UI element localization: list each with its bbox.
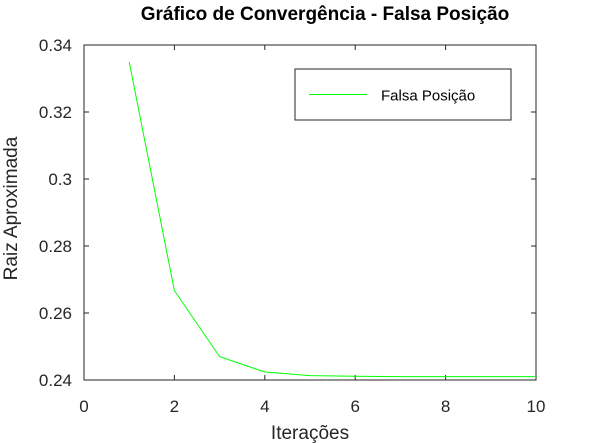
y-tick-label: 0.26 (39, 304, 72, 323)
x-tick-label: 8 (441, 397, 450, 416)
y-tick-label: 0.3 (48, 170, 72, 189)
x-axis: 0 2 4 6 8 10 (79, 45, 545, 416)
x-tick-label: 10 (527, 397, 546, 416)
series-layer (128, 61, 536, 378)
y-tick-label: 0.32 (39, 103, 72, 122)
y-tick-label: 0.34 (39, 36, 72, 55)
x-tick-label: 0 (79, 397, 88, 416)
y-tick-label: 0.28 (39, 237, 72, 256)
legend: Falsa Posição (294, 68, 512, 121)
x-tick-label: 4 (260, 397, 269, 416)
legend-label: Falsa Posição (381, 88, 475, 105)
chart-title: Gráfico de Convergência - Falsa Posição (141, 4, 510, 25)
x-tick-label: 2 (170, 397, 179, 416)
series-line (128, 61, 536, 378)
y-tick-label: 0.24 (39, 371, 72, 390)
x-tick-label: 6 (350, 397, 359, 416)
y-axis: 0.24 0.26 0.28 0.3 0.32 0.34 (39, 36, 536, 390)
x-axis-label: Iterações (271, 423, 349, 443)
y-axis-label: Raiz Aproximada (1, 136, 22, 280)
